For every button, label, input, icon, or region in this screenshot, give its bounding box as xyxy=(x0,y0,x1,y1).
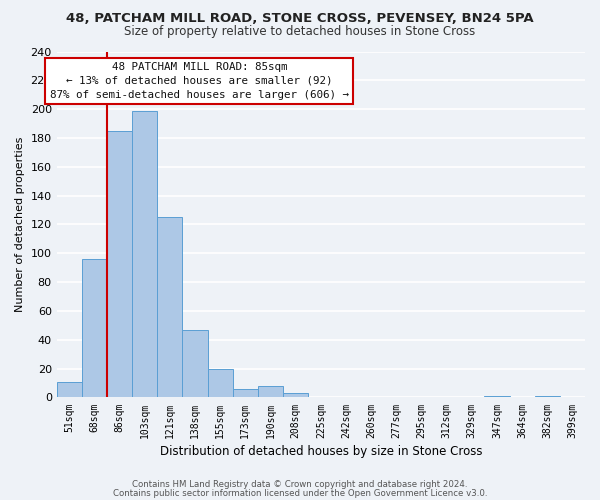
Text: 48 PATCHAM MILL ROAD: 85sqm
← 13% of detached houses are smaller (92)
87% of sem: 48 PATCHAM MILL ROAD: 85sqm ← 13% of det… xyxy=(50,62,349,100)
Y-axis label: Number of detached properties: Number of detached properties xyxy=(15,137,25,312)
Bar xyxy=(132,110,157,398)
Bar xyxy=(182,330,208,398)
Text: Size of property relative to detached houses in Stone Cross: Size of property relative to detached ho… xyxy=(124,25,476,38)
Bar xyxy=(82,259,107,398)
Bar xyxy=(233,389,258,398)
Bar xyxy=(283,393,308,398)
Text: 48, PATCHAM MILL ROAD, STONE CROSS, PEVENSEY, BN24 5PA: 48, PATCHAM MILL ROAD, STONE CROSS, PEVE… xyxy=(66,12,534,26)
Bar xyxy=(258,386,283,398)
Bar xyxy=(535,396,560,398)
Bar xyxy=(484,396,509,398)
Bar xyxy=(56,382,82,398)
Bar xyxy=(107,131,132,398)
Text: Contains HM Land Registry data © Crown copyright and database right 2024.: Contains HM Land Registry data © Crown c… xyxy=(132,480,468,489)
Text: Contains public sector information licensed under the Open Government Licence v3: Contains public sector information licen… xyxy=(113,489,487,498)
X-axis label: Distribution of detached houses by size in Stone Cross: Distribution of detached houses by size … xyxy=(160,444,482,458)
Bar xyxy=(157,218,182,398)
Bar xyxy=(208,368,233,398)
